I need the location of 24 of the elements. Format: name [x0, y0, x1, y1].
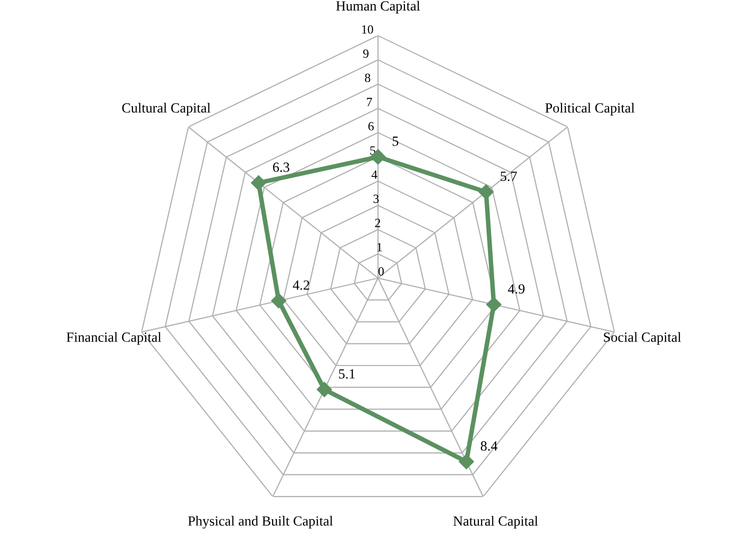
spoke-label: Financial Capital: [66, 332, 162, 345]
y-tick-label: 2: [375, 218, 380, 228]
y-tick-label: 6: [368, 122, 374, 130]
spoke-label: Physical and Built Capital: [188, 516, 333, 529]
y-tick-label: 3: [374, 194, 379, 203]
spoke-label: Social Capital: [604, 332, 682, 345]
y-tick-label: 0: [378, 267, 384, 276]
data-label: 5.7: [500, 172, 517, 182]
data-label: 4.9: [508, 284, 525, 294]
spoke-label: Political Capital: [545, 102, 635, 116]
data-label: 5.1: [339, 369, 355, 379]
data-label: 8.4: [480, 441, 498, 451]
spoke-label: Natural Capital: [453, 516, 538, 529]
y-tick-label: 4: [371, 170, 378, 179]
y-tick-label: 8: [364, 74, 370, 82]
y-tick-label: 10: [362, 25, 374, 34]
y-tick-label: 9: [363, 49, 369, 58]
y-tick-label: 1: [377, 243, 382, 252]
spoke-label: Cultural Capital: [122, 102, 210, 116]
data-label: 6.3: [273, 162, 290, 172]
data-label: 4.2: [292, 280, 310, 290]
data-label: 5: [392, 136, 398, 146]
spoke-label: Human Capital: [336, 0, 420, 14]
y-tick-label: 7: [366, 98, 372, 106]
